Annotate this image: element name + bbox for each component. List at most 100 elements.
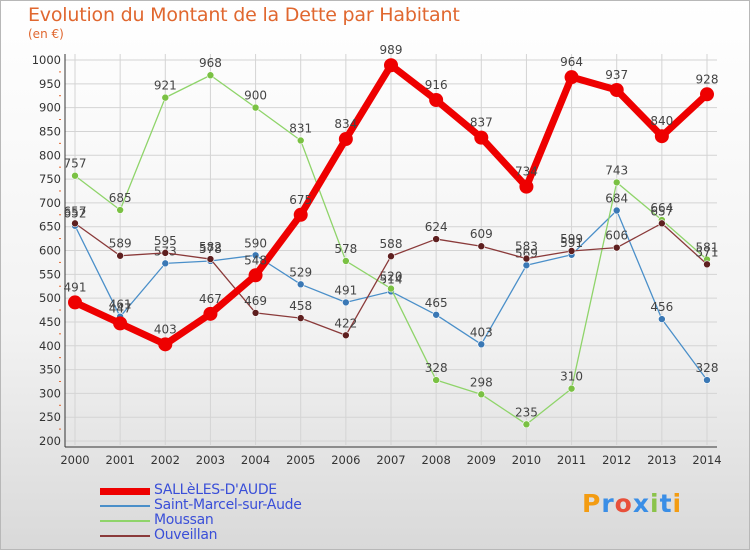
data-label: 675 bbox=[289, 193, 312, 207]
data-point bbox=[71, 219, 79, 228]
series-moussan: 757 685 921 968 900 831 578 520 328 298 235 310 743 6… bbox=[64, 56, 718, 429]
data-point bbox=[251, 103, 260, 112]
x-tick-label: 2008 bbox=[422, 453, 451, 467]
data-point bbox=[564, 70, 579, 85]
data-label: 599 bbox=[560, 232, 583, 246]
logo-letter: P bbox=[582, 489, 602, 518]
data-label: 591 bbox=[560, 236, 583, 250]
data-point bbox=[68, 295, 82, 310]
data-label: 235 bbox=[515, 405, 538, 419]
data-label: 465 bbox=[425, 296, 448, 310]
x-tick-label: 2012 bbox=[602, 453, 631, 467]
y-tick-label: 300 bbox=[39, 386, 61, 400]
data-point bbox=[251, 309, 260, 317]
data-label: 310 bbox=[560, 370, 583, 384]
x-tick-label: 2000 bbox=[60, 453, 89, 467]
data-point bbox=[703, 376, 711, 384]
data-label: 652 bbox=[64, 207, 87, 221]
data-point bbox=[658, 219, 666, 228]
data-point bbox=[522, 261, 531, 270]
data-label: 657 bbox=[650, 204, 673, 218]
data-label: 514 bbox=[380, 272, 403, 286]
data-point bbox=[522, 254, 531, 263]
data-point bbox=[612, 178, 621, 187]
x-tick-label: 2001 bbox=[106, 453, 135, 467]
data-point bbox=[113, 316, 128, 331]
y-tick-label: 650 bbox=[39, 220, 61, 234]
data-point bbox=[203, 306, 218, 321]
data-point bbox=[432, 376, 440, 384]
data-point bbox=[567, 247, 576, 255]
data-label: 467 bbox=[199, 292, 222, 306]
data-point bbox=[522, 420, 531, 429]
logo-letter: x bbox=[632, 489, 650, 518]
data-point bbox=[609, 83, 624, 98]
legend-swatch bbox=[100, 505, 150, 507]
y-tick-label: 200 bbox=[39, 434, 61, 448]
data-point bbox=[342, 331, 350, 340]
data-label: 685 bbox=[109, 191, 132, 205]
data-label: 900 bbox=[244, 89, 267, 103]
data-point bbox=[206, 255, 215, 263]
x-tick-label: 2002 bbox=[151, 453, 180, 467]
y-tick-label: 1000 bbox=[32, 53, 61, 67]
data-point bbox=[429, 93, 444, 108]
data-label: 928 bbox=[696, 72, 719, 86]
logo-letter: t bbox=[659, 489, 673, 518]
legend-swatch bbox=[100, 535, 150, 537]
data-label: 422 bbox=[334, 316, 357, 330]
x-tick-label: 2005 bbox=[286, 453, 315, 467]
data-label: 837 bbox=[470, 116, 493, 130]
data-point bbox=[477, 340, 486, 349]
y-tick-label: 800 bbox=[39, 148, 61, 162]
data-label: 606 bbox=[605, 229, 628, 243]
data-point bbox=[293, 207, 308, 222]
data-label: 743 bbox=[605, 163, 628, 177]
data-point bbox=[296, 314, 305, 322]
logo-letter: i bbox=[650, 489, 660, 518]
data-label: 403 bbox=[154, 322, 177, 336]
data-point bbox=[338, 132, 353, 147]
logo-letter: i bbox=[672, 489, 683, 518]
data-label: 589 bbox=[109, 237, 132, 251]
series-sall-les-d-aude: 491 447 403 467 548 675 834 989 916 837 734 964 937 8… bbox=[64, 43, 719, 352]
data-label: 298 bbox=[470, 375, 493, 389]
data-label: 491 bbox=[64, 280, 87, 294]
data-label: 757 bbox=[64, 157, 87, 171]
data-point bbox=[432, 310, 440, 319]
data-label: 595 bbox=[154, 234, 177, 248]
x-tick-label: 2013 bbox=[647, 453, 676, 467]
data-point bbox=[251, 251, 260, 260]
data-point bbox=[296, 280, 305, 289]
data-point bbox=[519, 179, 534, 194]
y-tick-label: 900 bbox=[39, 101, 61, 115]
data-point bbox=[477, 242, 486, 251]
chart-title: Evolution du Montant de la Dette par Hab… bbox=[28, 4, 460, 26]
data-label: 469 bbox=[244, 294, 267, 308]
data-point bbox=[654, 129, 669, 144]
data-label: 664 bbox=[650, 201, 673, 215]
series-ouveillan: 657 589 595 582 469 458 422 588 624 609 583 599 606 6… bbox=[64, 204, 718, 340]
data-label: 520 bbox=[380, 270, 403, 284]
logo-letter: r bbox=[601, 489, 615, 518]
legend-swatch bbox=[100, 520, 150, 522]
y-tick-label: 600 bbox=[39, 244, 61, 258]
data-point bbox=[387, 284, 395, 293]
data-point bbox=[206, 71, 215, 80]
data-point bbox=[703, 260, 711, 269]
data-label: 461 bbox=[109, 298, 132, 312]
legend-label: Saint-Marcel-sur-Aude bbox=[154, 497, 302, 513]
data-label: 583 bbox=[515, 240, 538, 254]
data-point bbox=[248, 268, 263, 283]
y-tick-label: 550 bbox=[39, 267, 61, 281]
data-label: 834 bbox=[334, 117, 357, 131]
data-label: 734 bbox=[515, 165, 538, 179]
legend-label: SALLèLES-D'AUDE bbox=[154, 482, 277, 498]
proxiti-logo: Proxiti bbox=[582, 489, 682, 518]
legend-label: Ouveillan bbox=[154, 527, 218, 543]
data-label: 684 bbox=[605, 191, 628, 205]
data-point bbox=[658, 315, 666, 323]
data-label: 403 bbox=[470, 325, 493, 339]
data-label: 989 bbox=[380, 43, 403, 57]
